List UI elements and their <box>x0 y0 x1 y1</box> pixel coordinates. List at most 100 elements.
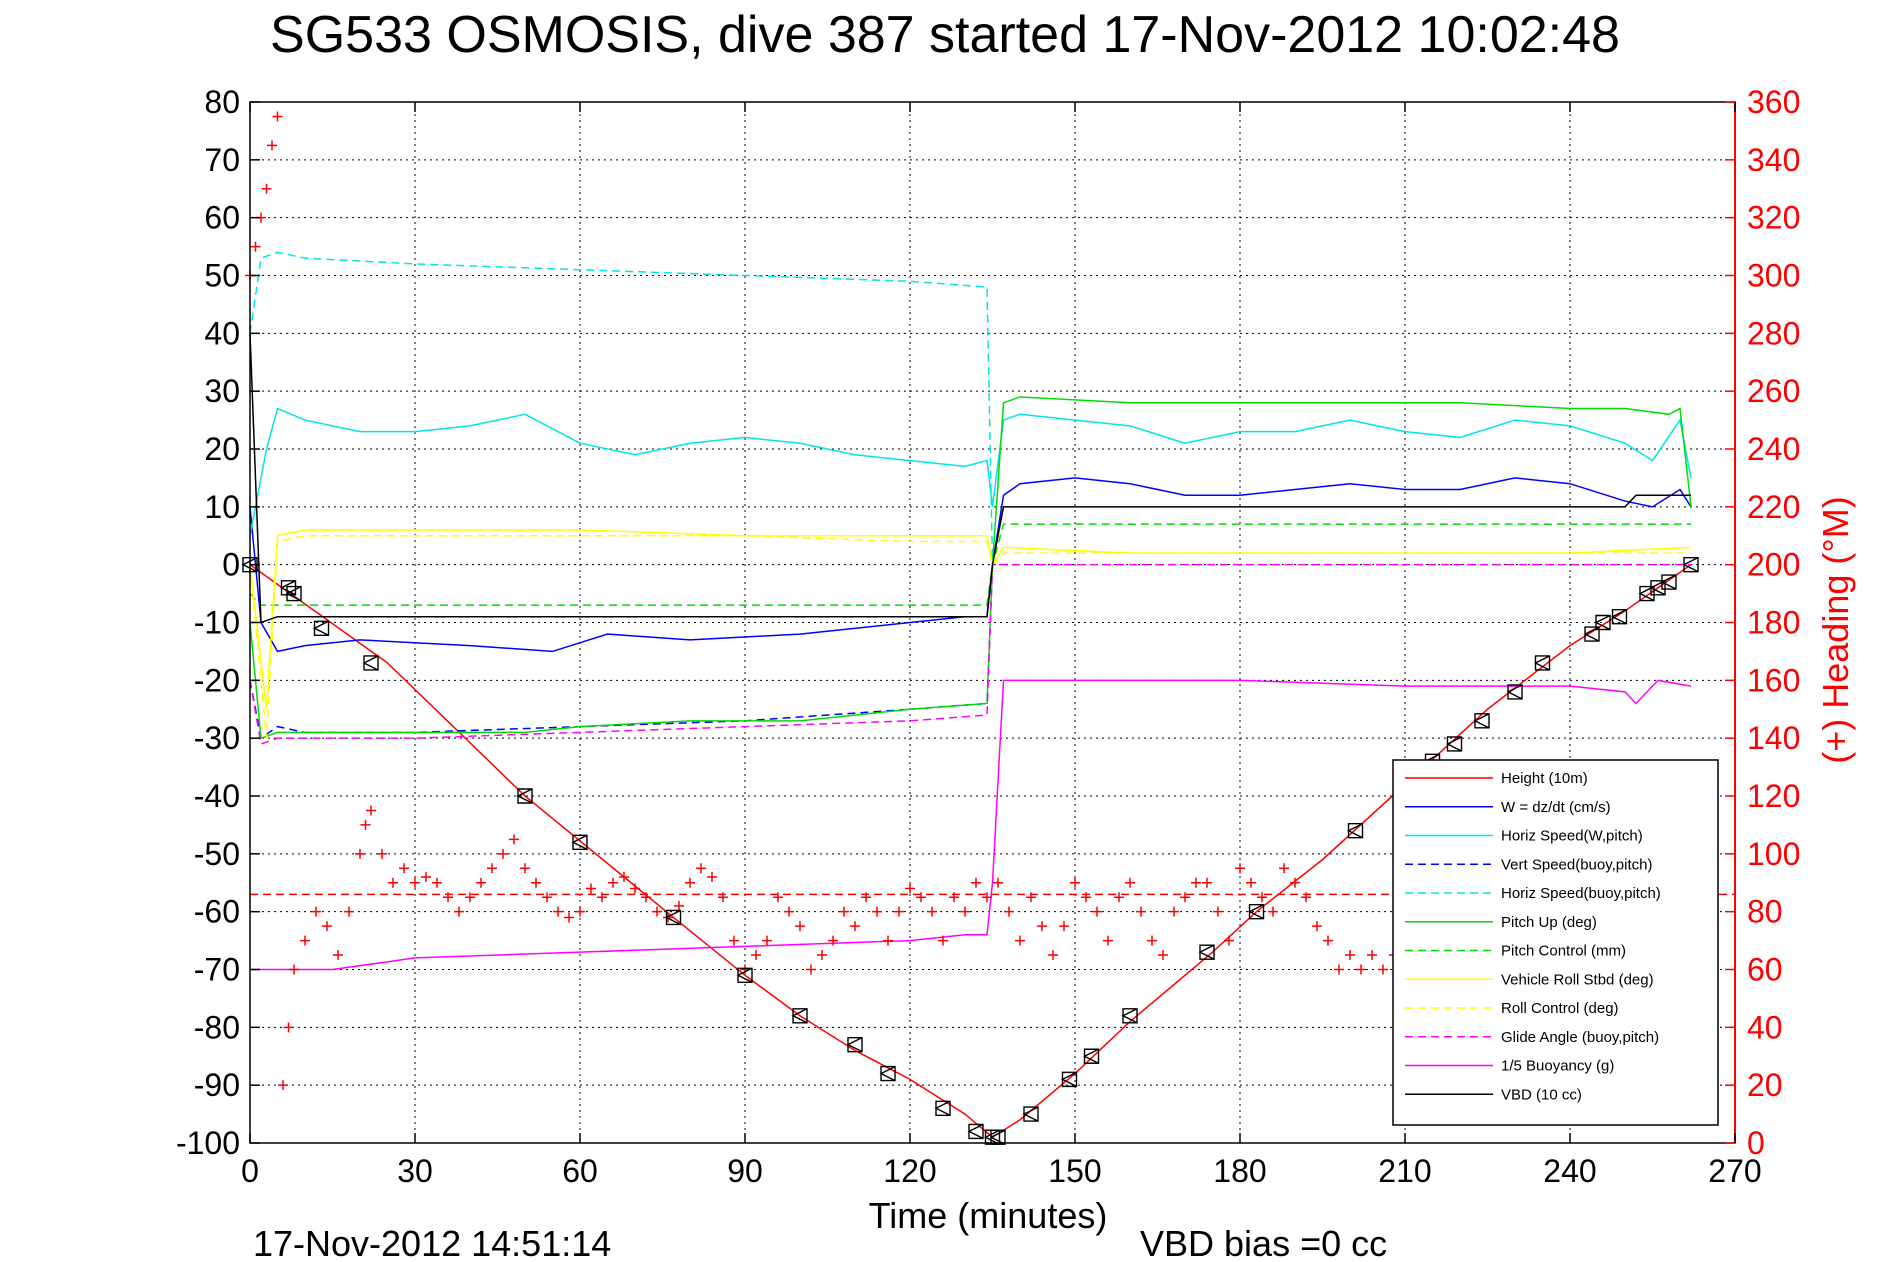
heading-marker <box>388 877 398 888</box>
heading-marker <box>1169 906 1179 917</box>
heading-marker <box>1378 964 1388 975</box>
y2-tick-label: 180 <box>1747 605 1800 641</box>
x-tick-label: 270 <box>1708 1153 1761 1189</box>
y-tick-label: 80 <box>204 84 240 120</box>
series-line-5 <box>249 396 1692 740</box>
heading-marker <box>949 892 959 903</box>
y-tick-label: 40 <box>204 315 240 351</box>
heading-marker <box>806 964 816 975</box>
heading-marker <box>421 871 431 882</box>
vbd-bias-footer: VBD bias =0 cc <box>1140 1223 1387 1262</box>
heading-marker <box>652 906 662 917</box>
y2-tick-label: 100 <box>1747 836 1800 872</box>
y2-tick-label: 200 <box>1747 547 1800 583</box>
height-marker <box>989 1129 1006 1145</box>
heading-marker <box>410 877 420 888</box>
height-marker <box>312 620 330 636</box>
heading-marker <box>619 871 629 882</box>
y2-tick-label: 140 <box>1747 720 1800 756</box>
x-tick-label: 90 <box>727 1153 763 1189</box>
y2-tick-label: 280 <box>1747 315 1800 351</box>
y-tick-label: -10 <box>194 605 240 641</box>
y-tick-label: -100 <box>176 1125 240 1161</box>
heading-marker <box>795 921 805 932</box>
height-marker <box>285 585 302 602</box>
height-marker <box>1082 1048 1100 1064</box>
height-marker <box>1473 713 1490 729</box>
height-marker <box>241 556 258 573</box>
heading-marker <box>564 912 574 923</box>
height-marker <box>362 655 379 671</box>
y2-axis-label: (+) Heading (°M) <box>1815 496 1856 763</box>
x-axis-label: Time (minutes) <box>869 1195 1108 1236</box>
y-tick-label: 0 <box>222 547 240 583</box>
heading-marker <box>1048 950 1058 961</box>
height-marker <box>664 909 682 926</box>
heading-marker <box>674 900 684 911</box>
height-marker <box>1610 609 1628 625</box>
height-marker <box>1533 655 1551 671</box>
x-tick-label: 240 <box>1543 1153 1596 1189</box>
heading-marker <box>250 241 261 252</box>
heading-marker <box>971 877 981 888</box>
heading-marker <box>399 863 409 874</box>
height-marker <box>279 580 297 596</box>
heading-marker <box>267 140 277 151</box>
heading-marker <box>355 848 365 859</box>
heading-marker <box>1191 877 1201 888</box>
y2-tick-label: 360 <box>1747 84 1800 120</box>
heading-marker <box>1334 964 1344 975</box>
heading-marker <box>1059 921 1069 932</box>
heading-marker <box>894 906 904 917</box>
height-marker <box>1022 1106 1039 1122</box>
heading-marker <box>278 1080 288 1091</box>
height-marker <box>1660 574 1677 590</box>
x-tick-label: 60 <box>562 1153 598 1189</box>
heading-marker <box>839 906 849 917</box>
heading-marker <box>608 877 618 888</box>
heading-marker <box>1147 935 1157 946</box>
heading-marker <box>861 892 871 903</box>
heading-marker <box>1070 877 1080 888</box>
heading-marker <box>982 892 992 903</box>
series-line-8 <box>249 535 1691 739</box>
legend: Height (10m) W = dz/dt (cm/s) Horiz Speed(… <box>1392 759 1719 1126</box>
heading-marker <box>311 906 321 917</box>
heading-marker <box>850 921 860 932</box>
y2-tick-label: 20 <box>1747 1067 1783 1103</box>
heading-marker <box>476 877 486 888</box>
height-marker <box>1198 944 1215 960</box>
series-line-11 <box>249 333 1691 624</box>
height-marker <box>934 1100 951 1116</box>
heading-marker <box>641 892 651 903</box>
heading-marker <box>454 906 464 917</box>
heading-marker <box>1323 935 1333 946</box>
heading-marker <box>960 906 970 917</box>
height-marker <box>1121 1008 1138 1024</box>
legend-label-11: VBD (10 cc) <box>1501 1086 1582 1103</box>
heading-marker <box>1268 906 1278 917</box>
heading-marker <box>1026 892 1036 903</box>
heading-marker <box>272 111 283 122</box>
heading-marker <box>1257 892 1267 903</box>
heading-marker <box>916 892 926 903</box>
y-tick-label: 10 <box>204 489 240 525</box>
heading-marker <box>1015 935 1025 946</box>
heading-marker <box>575 906 585 917</box>
heading-marker <box>1202 877 1212 888</box>
heading-marker <box>762 935 772 946</box>
height-marker <box>1247 903 1265 920</box>
heading-marker <box>685 877 695 888</box>
legend-label-0: Height (10m) <box>1501 770 1588 787</box>
heading-marker <box>289 964 299 975</box>
heading-marker <box>333 950 343 961</box>
legend-label-4: Horiz Speed(buoy,pitch) <box>1501 885 1661 902</box>
height-marker <box>1649 580 1666 596</box>
x-tick-label: 210 <box>1378 1153 1431 1189</box>
y2-tick-label: 120 <box>1747 778 1800 814</box>
y-tick-label: 30 <box>204 373 240 409</box>
legend-label-2: Horiz Speed(W,pitch) <box>1501 828 1643 845</box>
y-tick-label: 20 <box>204 431 240 467</box>
height-marker <box>879 1065 896 1082</box>
